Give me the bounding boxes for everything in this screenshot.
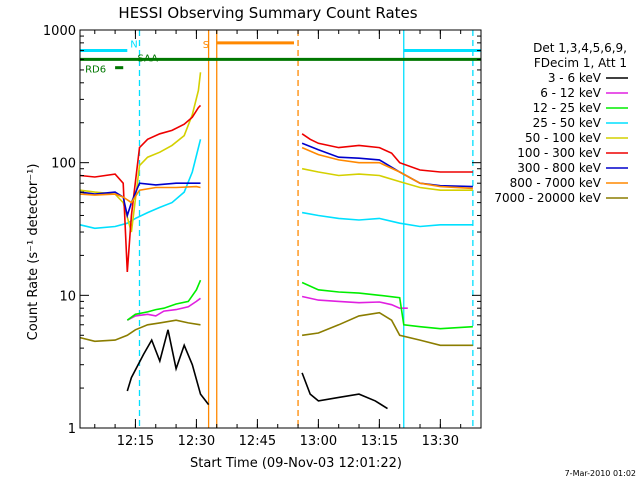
series-line xyxy=(301,146,473,190)
footer-timestamp: 7-Mar-2010 01:02 xyxy=(565,469,636,478)
y-tick-label: 10 xyxy=(59,289,76,304)
series-line xyxy=(79,185,201,204)
x-tick-label: 13:15 xyxy=(361,434,398,449)
series-line xyxy=(301,133,473,173)
flag-label: SAA xyxy=(137,53,158,64)
series-line xyxy=(79,139,202,230)
series-line xyxy=(301,311,473,347)
series-line xyxy=(79,319,201,343)
x-tick-label: 13:30 xyxy=(422,434,459,449)
series-line xyxy=(126,329,210,406)
legend-entry-label: 300 - 800 keV xyxy=(517,161,601,175)
x-tick-label: 13:00 xyxy=(300,434,337,449)
x-tick-label: 12:30 xyxy=(178,434,215,449)
legend-entry-label: 3 - 6 keV xyxy=(548,71,602,85)
series-group xyxy=(79,72,473,410)
series-line xyxy=(126,279,202,321)
legend-header: Det 1,3,4,5,6,9, xyxy=(533,41,627,55)
y-tick-label: 1 xyxy=(68,422,76,437)
y-tick-label: 100 xyxy=(51,157,76,172)
x-axis: 12:15 12:30 12:45 13:00 13:15 13:30 xyxy=(94,30,482,449)
series-line xyxy=(301,372,388,410)
legend-entry-label: 12 - 25 keV xyxy=(533,101,602,115)
legend-entry-label: 100 - 300 keV xyxy=(517,146,601,160)
y-tick-label: 1000 xyxy=(43,24,76,39)
legend-entry-label: 800 - 7000 keV xyxy=(510,176,602,190)
plot-frame xyxy=(79,29,482,429)
legend-header: FDecim 1, Att 1 xyxy=(534,56,627,70)
flag-label: RD6 xyxy=(85,65,106,76)
series-line xyxy=(79,182,201,219)
chart-title: HESSI Observing Summary Count Rates xyxy=(118,4,417,22)
legend-entry-label: 6 - 12 keV xyxy=(540,86,602,100)
series-line xyxy=(301,281,473,330)
series-line xyxy=(301,211,473,228)
series-line xyxy=(79,72,202,233)
flag-label: S xyxy=(203,40,209,51)
x-tick-label: 12:15 xyxy=(117,434,154,449)
flag-label: N xyxy=(130,40,137,51)
x-axis-label: Start Time (09-Nov-03 12:01:22) xyxy=(190,456,402,471)
y-axis: 1 10 100 1000 xyxy=(43,24,481,437)
time-markers xyxy=(138,30,474,428)
series-line xyxy=(126,297,201,321)
legend: Det 1,3,4,5,6,9,FDecim 1, Att 13 - 6 keV… xyxy=(494,41,628,205)
series-line xyxy=(79,104,202,273)
series-line xyxy=(301,167,473,191)
series-line xyxy=(301,142,473,188)
legend-entry-label: 50 - 100 keV xyxy=(525,131,602,145)
x-tick-label: 12:45 xyxy=(239,434,276,449)
y-axis-label: Count Rate (s⁻¹ detector⁻¹) xyxy=(26,164,41,341)
series-line xyxy=(301,295,408,310)
legend-entry-label: 25 - 50 keV xyxy=(533,116,602,130)
legend-entry-label: 7000 - 20000 keV xyxy=(494,191,601,205)
